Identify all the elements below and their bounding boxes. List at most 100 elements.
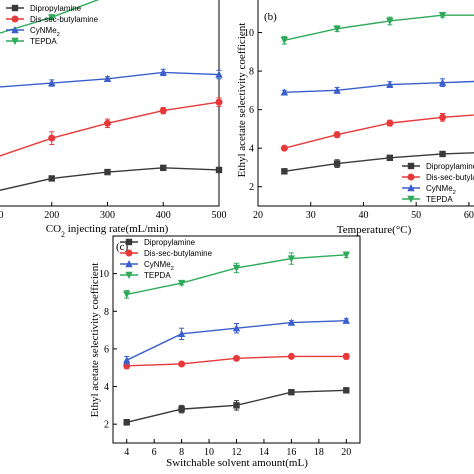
legend-marker <box>11 15 19 23</box>
data-point <box>215 98 223 106</box>
series-line <box>284 80 474 93</box>
data-point <box>386 17 394 25</box>
data-point <box>386 119 394 127</box>
legend-marker <box>11 26 19 34</box>
data-point <box>233 354 240 362</box>
legend: DipropylamineDis-sec-butylamineCyNMe2TEP… <box>120 238 213 280</box>
x-tick-label: 300 <box>100 210 115 221</box>
data-point <box>123 356 131 364</box>
data-point <box>48 134 56 142</box>
data-point <box>333 86 341 94</box>
data-point <box>342 251 350 259</box>
data-point <box>178 360 186 368</box>
data-point <box>103 74 112 82</box>
data-point <box>342 352 350 360</box>
x-tick-label: 4 <box>124 447 129 458</box>
x-tick-label: 6 <box>152 447 157 458</box>
legend-marker <box>407 173 415 181</box>
data-point <box>438 12 447 20</box>
y-axis-label: Ethyl acetate selectivity coefficient <box>236 23 248 178</box>
data-point <box>232 264 241 272</box>
x-tick-label: 18 <box>314 447 324 458</box>
series-cynme2 <box>0 68 223 88</box>
series-line <box>284 14 474 41</box>
data-point <box>178 405 185 413</box>
data-point <box>439 150 446 158</box>
x-tick-label: 50 <box>411 210 421 221</box>
y-axis-label: Ethyl acetate selectivity coefficient <box>89 263 101 418</box>
legend-label: Dipropylamine <box>426 162 474 171</box>
chart-panel-2: 20 30 40 50 60 2 4 6 8 10 Temperature(°C) Ethyl ace… <box>236 0 474 236</box>
data-point <box>343 387 350 394</box>
x-axis-label: Temperature(°C) <box>337 224 412 236</box>
series-tepda <box>123 251 350 299</box>
series-line <box>0 0 100 34</box>
data-point <box>123 419 130 426</box>
data-point <box>177 279 186 288</box>
data-point <box>215 70 223 78</box>
legend-label: Dipropylamine <box>30 4 82 13</box>
y-tick-label: 10 <box>99 269 109 280</box>
legend-marker <box>125 260 133 268</box>
legend-marker <box>125 249 133 257</box>
legend-marker <box>407 162 415 170</box>
data-point <box>386 80 394 88</box>
data-point <box>287 318 296 326</box>
data-point <box>48 79 56 87</box>
data-point <box>280 144 288 152</box>
x-axis-label: CO2 injecting rate(mL/min) <box>46 223 169 239</box>
legend-marker <box>11 37 19 45</box>
data-point <box>123 291 131 299</box>
data-point <box>233 402 240 409</box>
legend-label: Dis-sec-butylamine <box>426 173 474 182</box>
data-point <box>439 113 447 121</box>
data-point <box>160 164 167 172</box>
legend-marker <box>407 184 415 192</box>
y-tick-label: 6 <box>104 344 109 355</box>
legend-marker <box>11 4 19 12</box>
x-tick-label: 16 <box>286 447 296 458</box>
y-tick-label: 2 <box>104 420 109 431</box>
series-tepda <box>0 0 108 34</box>
y-tick-label: 8 <box>249 67 254 78</box>
data-point <box>104 168 111 176</box>
data-point <box>333 160 341 167</box>
x-tick-label: 14 <box>259 447 269 458</box>
x-tick-label: 100 <box>0 210 4 221</box>
legend-label: TEPDA <box>30 37 57 46</box>
legend-label: Dipropylamine <box>144 238 196 247</box>
plot-frame <box>257 0 474 207</box>
y-tick-label: 4 <box>249 144 254 155</box>
data-point <box>333 25 341 33</box>
x-tick-label: 20 <box>253 210 263 221</box>
legend: DipropylamineDis-sec-butylamineCyNMe2TEP… <box>6 4 99 46</box>
legend-marker <box>407 195 415 203</box>
data-point <box>48 175 55 182</box>
data-point <box>287 352 295 360</box>
data-point <box>48 14 56 22</box>
x-tick-label: 400 <box>156 210 171 221</box>
y-tick-label: 4 <box>104 382 109 393</box>
legend-marker <box>125 271 133 279</box>
data-point <box>288 388 295 396</box>
data-point <box>287 255 296 263</box>
data-point <box>386 154 394 162</box>
chart-panel-1: 100 200 300 400 500 CO2 injecting rate(mL/min… <box>0 0 227 239</box>
data-point <box>342 316 350 324</box>
legend-marker <box>125 238 133 246</box>
series-dis-sec-butylamine <box>0 97 223 157</box>
x-tick-label: 60 <box>464 210 474 221</box>
legend-label: Dis-sec-butylamine <box>144 249 213 258</box>
x-tick-label: 30 <box>306 210 316 221</box>
panel-label: (c) <box>116 241 129 253</box>
x-tick-label: 12 <box>232 447 242 458</box>
x-tick-label: 40 <box>358 210 368 221</box>
series-dipropylamine <box>281 150 474 175</box>
data-point <box>159 107 167 115</box>
legend: DipropylamineDis-sec-butylamineCyNMe2TEP… <box>402 162 474 204</box>
series-line <box>0 101 220 157</box>
y-tick-label: 2 <box>249 182 254 193</box>
data-point <box>215 166 223 174</box>
